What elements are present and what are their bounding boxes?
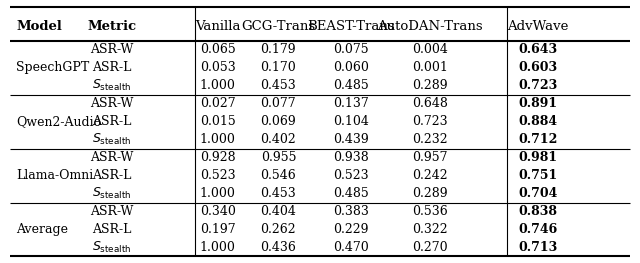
Text: Average: Average xyxy=(16,223,68,236)
Text: 1.000: 1.000 xyxy=(200,187,236,200)
Text: $S_{\mathrm{stealth}}$: $S_{\mathrm{stealth}}$ xyxy=(92,132,132,147)
Text: 0.470: 0.470 xyxy=(333,241,369,254)
Text: ASR-L: ASR-L xyxy=(92,169,132,182)
Text: 0.015: 0.015 xyxy=(200,115,236,128)
Text: 0.001: 0.001 xyxy=(412,61,448,74)
Text: 0.340: 0.340 xyxy=(200,205,236,218)
Text: 0.536: 0.536 xyxy=(412,205,448,218)
Text: 0.289: 0.289 xyxy=(412,187,448,200)
Text: 0.270: 0.270 xyxy=(412,241,448,254)
Text: 0.402: 0.402 xyxy=(260,133,296,146)
Text: 0.546: 0.546 xyxy=(260,169,296,182)
Text: 0.104: 0.104 xyxy=(333,115,369,128)
Text: 1.000: 1.000 xyxy=(200,79,236,92)
Text: 0.485: 0.485 xyxy=(333,79,369,92)
Text: BEAST-Trans: BEAST-Trans xyxy=(307,20,394,33)
Text: 0.884: 0.884 xyxy=(518,115,557,128)
Text: 0.075: 0.075 xyxy=(333,43,369,56)
Text: 0.723: 0.723 xyxy=(518,79,557,92)
Text: 0.383: 0.383 xyxy=(333,205,369,218)
Text: 0.242: 0.242 xyxy=(412,169,448,182)
Text: 0.439: 0.439 xyxy=(333,133,369,146)
Text: 0.981: 0.981 xyxy=(518,151,557,164)
Text: 0.713: 0.713 xyxy=(518,241,557,254)
Text: 0.523: 0.523 xyxy=(333,169,369,182)
Text: 0.643: 0.643 xyxy=(518,43,557,56)
Text: 0.137: 0.137 xyxy=(333,97,369,110)
Text: 0.289: 0.289 xyxy=(412,79,448,92)
Text: ASR-W: ASR-W xyxy=(90,151,134,164)
Text: 0.523: 0.523 xyxy=(200,169,236,182)
Text: 0.170: 0.170 xyxy=(260,61,296,74)
Text: 0.751: 0.751 xyxy=(518,169,557,182)
Text: 0.723: 0.723 xyxy=(412,115,448,128)
Text: ASR-L: ASR-L xyxy=(92,61,132,74)
Text: 0.928: 0.928 xyxy=(200,151,236,164)
Text: Model: Model xyxy=(16,20,62,33)
Text: 0.938: 0.938 xyxy=(333,151,369,164)
Text: Vanilla: Vanilla xyxy=(195,20,241,33)
Text: 0.232: 0.232 xyxy=(412,133,448,146)
Text: 0.053: 0.053 xyxy=(200,61,236,74)
Text: 0.603: 0.603 xyxy=(518,61,557,74)
Text: ASR-L: ASR-L xyxy=(92,115,132,128)
Text: 0.712: 0.712 xyxy=(518,133,557,146)
Text: 0.027: 0.027 xyxy=(200,97,236,110)
Text: Qwen2-Audio: Qwen2-Audio xyxy=(16,115,101,128)
Text: ASR-W: ASR-W xyxy=(90,43,134,56)
Text: $S_{\mathrm{stealth}}$: $S_{\mathrm{stealth}}$ xyxy=(92,186,132,201)
Text: 0.746: 0.746 xyxy=(518,223,557,236)
Text: 0.838: 0.838 xyxy=(518,205,557,218)
Text: 0.065: 0.065 xyxy=(200,43,236,56)
Text: ASR-W: ASR-W xyxy=(90,205,134,218)
Text: Metric: Metric xyxy=(88,20,136,33)
Text: 0.069: 0.069 xyxy=(260,115,296,128)
Text: AutoDAN-Trans: AutoDAN-Trans xyxy=(377,20,483,33)
Text: 0.955: 0.955 xyxy=(260,151,296,164)
Text: 0.485: 0.485 xyxy=(333,187,369,200)
Text: GCG-Trans: GCG-Trans xyxy=(241,20,316,33)
Text: 0.262: 0.262 xyxy=(260,223,296,236)
Text: 0.229: 0.229 xyxy=(333,223,369,236)
Text: 0.077: 0.077 xyxy=(260,97,296,110)
Text: 1.000: 1.000 xyxy=(200,241,236,254)
Text: Llama-Omni: Llama-Omni xyxy=(16,169,93,182)
Text: 0.060: 0.060 xyxy=(333,61,369,74)
Text: 0.453: 0.453 xyxy=(260,79,296,92)
Text: 0.404: 0.404 xyxy=(260,205,296,218)
Text: ASR-L: ASR-L xyxy=(92,223,132,236)
Text: 0.197: 0.197 xyxy=(200,223,236,236)
Text: 0.179: 0.179 xyxy=(260,43,296,56)
Text: 0.891: 0.891 xyxy=(518,97,557,110)
Text: ASR-W: ASR-W xyxy=(90,97,134,110)
Text: 0.436: 0.436 xyxy=(260,241,296,254)
Text: 0.704: 0.704 xyxy=(518,187,557,200)
Text: 0.648: 0.648 xyxy=(412,97,448,110)
Text: 0.957: 0.957 xyxy=(412,151,448,164)
Text: $S_{\mathrm{stealth}}$: $S_{\mathrm{stealth}}$ xyxy=(92,78,132,93)
Text: AdvWave: AdvWave xyxy=(507,20,568,33)
Text: 0.453: 0.453 xyxy=(260,187,296,200)
Text: SpeechGPT: SpeechGPT xyxy=(16,61,89,74)
Text: 0.322: 0.322 xyxy=(412,223,448,236)
Text: $S_{\mathrm{stealth}}$: $S_{\mathrm{stealth}}$ xyxy=(92,240,132,255)
Text: 0.004: 0.004 xyxy=(412,43,448,56)
Text: 1.000: 1.000 xyxy=(200,133,236,146)
